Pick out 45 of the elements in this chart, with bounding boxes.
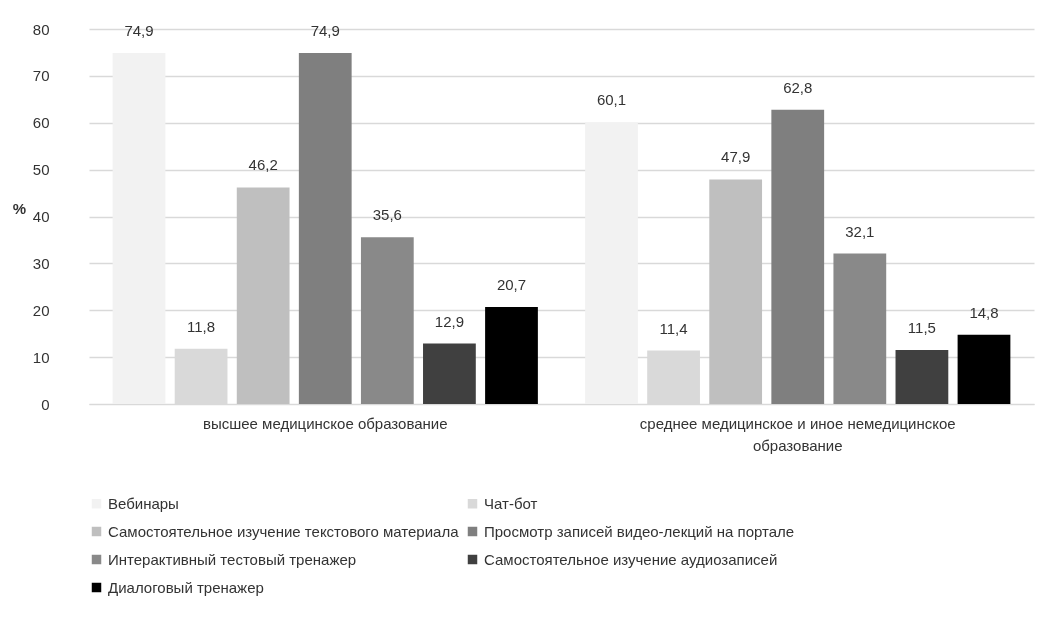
data-label: 11,8 [187,317,216,335]
bar [957,334,1011,404]
legend-label: Вебинары [108,494,179,512]
data-label: 62,8 [783,78,813,96]
data-label: 32,1 [845,222,875,240]
legend-label: Просмотр записей видео-лекций на портале [484,522,795,540]
bar [485,306,538,404]
data-label: 60,1 [596,91,627,109]
y-tick-label: 10 [32,348,50,366]
data-label: 11,5 [907,319,936,337]
y-tick-label: 80 [32,20,50,38]
y-tick-label: 20 [32,301,50,319]
data-label: 11,4 [659,319,688,337]
legend-label: Самостоятельное изучение текстового материала [108,522,460,540]
bar [895,350,949,404]
data-label: 74,9 [124,21,154,39]
x-tick-label: высшее медицинское образование [202,414,448,432]
data-label: 35,6 [372,206,402,224]
legend-label: Диалоговый тренажер [108,578,264,596]
legend-label: Самостоятельное изучение аудиозаписей [484,550,778,568]
data-label: 20,7 [496,275,527,293]
y-tick-label: 50 [32,161,50,179]
legend-label: Интерактивный тестовый тренажер [108,550,357,568]
data-label: 47,9 [721,148,751,166]
data-label: 74,9 [310,21,340,39]
y-tick-label: 0 [41,395,50,413]
bar [360,237,414,404]
bar [709,179,763,404]
y-axis-title: % [12,200,27,217]
bar [585,122,638,404]
legend-label: Чат-бот [484,494,538,512]
bar [771,109,825,404]
y-tick-label: 40 [32,208,50,225]
data-label: 12,9 [434,312,465,330]
bar [423,343,476,404]
y-tick-label: 60 [32,114,50,132]
y-tick-label: 70 [32,67,50,85]
data-label: 46,2 [248,156,278,174]
bar [236,187,290,404]
bar [833,253,887,404]
bar [298,52,352,404]
y-tick-label: 30 [32,254,50,272]
x-tick-label: среднее медицинское и иное немедицинское образование [639,414,956,454]
data-label: 14,8 [969,303,999,321]
bar [112,52,166,404]
